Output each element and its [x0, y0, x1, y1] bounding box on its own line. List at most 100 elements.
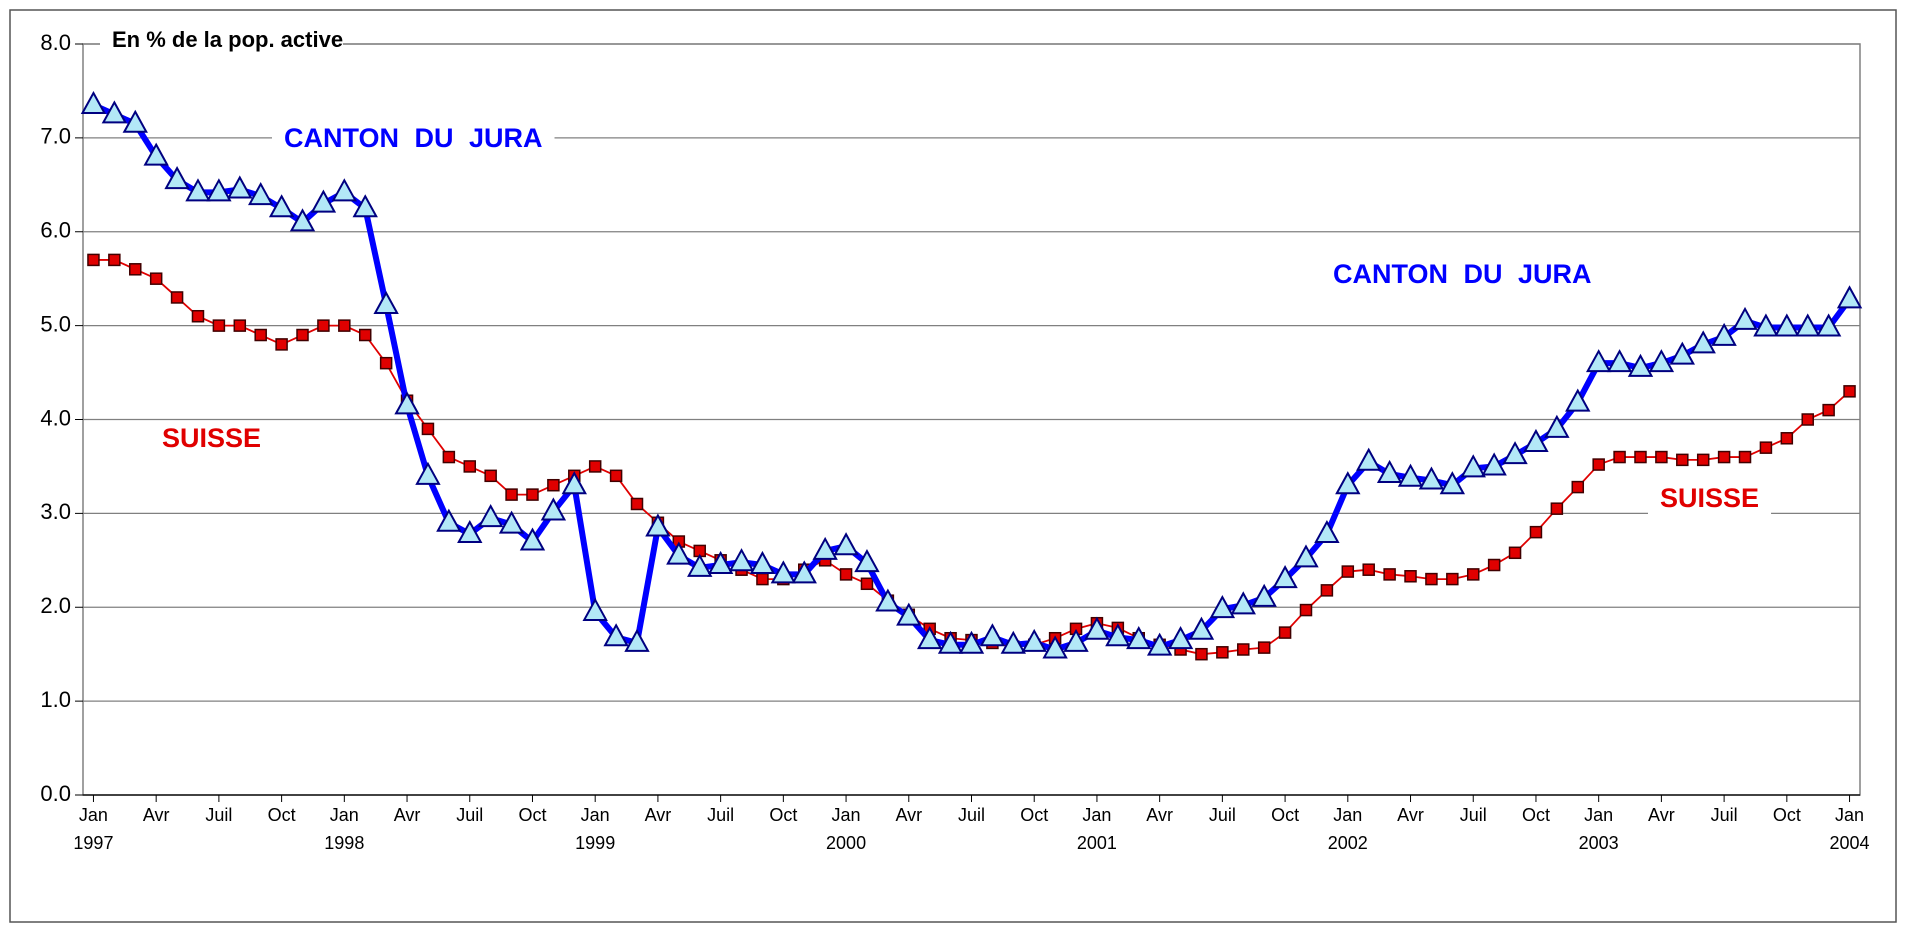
triangle-marker	[1627, 353, 1654, 377]
square-marker	[1508, 546, 1522, 560]
triangle-marker	[80, 90, 107, 115]
square-marker	[484, 469, 497, 483]
square-marker	[526, 488, 539, 501]
triangle-marker	[875, 588, 901, 612]
triangle-marker	[331, 178, 358, 202]
square-marker	[1738, 450, 1752, 464]
triangle-marker	[1418, 466, 1445, 490]
triangle-marker	[582, 597, 608, 621]
square-marker	[170, 291, 184, 304]
triangle-marker	[1397, 463, 1424, 487]
triangle-marker	[1314, 519, 1340, 544]
triangle-marker	[624, 628, 650, 652]
triangle-marker	[854, 549, 880, 573]
square-marker	[338, 319, 351, 332]
triangle-marker	[310, 189, 337, 213]
square-marker	[1655, 450, 1668, 464]
triangle-marker	[1606, 349, 1633, 373]
triangle-marker	[1795, 313, 1821, 337]
triangle-marker	[352, 194, 378, 218]
square-marker	[839, 568, 853, 581]
y-tick-label: 6.0	[40, 218, 71, 243]
series-annotation: SUISSE	[1660, 483, 1759, 513]
triangle-marker	[1105, 623, 1131, 647]
chart-title: En % de la pop. active	[112, 27, 343, 52]
x-tick-label: Jan 2001	[1076, 805, 1117, 853]
square-marker	[1383, 568, 1396, 581]
x-tick-label: Oct	[1271, 805, 1300, 825]
square-marker	[442, 450, 456, 464]
square-marker	[547, 478, 560, 492]
square-marker	[129, 263, 142, 276]
triangle-marker	[1815, 313, 1842, 337]
y-tick-label: 4.0	[40, 405, 71, 430]
triangle-marker	[1042, 635, 1068, 659]
square-marker	[1822, 403, 1835, 417]
triangle-marker	[101, 100, 128, 124]
x-tick-label: Jan 2002	[1327, 805, 1368, 853]
square-marker	[1362, 563, 1375, 576]
triangle-marker	[958, 630, 985, 654]
x-tick-label: Oct	[1020, 805, 1049, 825]
square-marker	[421, 422, 435, 436]
x-tick-label: Jan 2000	[826, 805, 867, 853]
square-marker	[1341, 565, 1355, 578]
x-tick-label: Jan 1997	[73, 805, 114, 853]
triangle-marker	[1523, 428, 1549, 452]
square-marker	[588, 460, 602, 473]
y-tick-label: 5.0	[40, 311, 71, 336]
label-background	[1648, 481, 1772, 516]
square-marker	[275, 338, 288, 351]
square-marker	[317, 319, 330, 332]
triangle-marker	[1648, 349, 1675, 373]
x-tick-label: Avr	[1146, 805, 1173, 825]
square-marker	[233, 319, 247, 332]
square-marker	[1550, 502, 1564, 515]
triangle-marker	[122, 109, 148, 133]
x-tick-label: Avr	[393, 805, 421, 825]
square-marker	[108, 253, 121, 267]
triangle-marker	[1251, 583, 1277, 607]
square-marker	[1257, 641, 1271, 654]
square-marker	[254, 328, 267, 342]
triangle-marker	[1774, 313, 1800, 337]
triangle-marker	[1356, 447, 1382, 471]
x-tick-label: Avr	[142, 805, 170, 825]
triangle-marker	[268, 194, 295, 218]
square-marker	[1195, 647, 1208, 661]
x-tick-label: Jan 2003	[1578, 805, 1619, 853]
square-marker	[1717, 450, 1731, 464]
triangle-marker	[415, 461, 441, 485]
triangle-marker	[164, 166, 190, 190]
square-marker	[1780, 432, 1794, 445]
triangle-marker	[916, 626, 943, 650]
triangle-marker	[185, 178, 211, 202]
square-marker	[149, 272, 163, 285]
x-tick-label: Oct	[1772, 805, 1801, 825]
square-marker	[1299, 603, 1313, 617]
triangle-marker	[436, 508, 462, 532]
triangle-marker	[540, 497, 567, 521]
x-tick-label: Juil	[1208, 805, 1236, 825]
x-tick-label: Oct	[1521, 805, 1550, 825]
x-tick-label: Jan 1999	[575, 805, 616, 853]
y-tick-label: 7.0	[40, 124, 71, 149]
triangle-marker	[561, 471, 587, 495]
label-background	[100, 24, 343, 54]
x-tick-label: Oct	[267, 805, 296, 825]
triangle-marker	[1836, 285, 1863, 309]
triangle-marker	[289, 208, 316, 232]
x-tick-label: Avr	[644, 805, 672, 825]
square-marker	[358, 328, 372, 342]
x-tick-label: Oct	[518, 805, 547, 825]
triangle-marker	[749, 550, 776, 575]
square-marker	[1592, 458, 1605, 471]
square-marker	[1466, 568, 1480, 581]
triangle-marker	[979, 623, 1006, 647]
series-annotation: CANTON DU JURA	[284, 123, 543, 153]
square-marker	[1278, 626, 1292, 639]
triangle-marker	[1460, 454, 1486, 478]
square-marker	[1613, 450, 1626, 464]
triangle-marker	[519, 527, 546, 551]
